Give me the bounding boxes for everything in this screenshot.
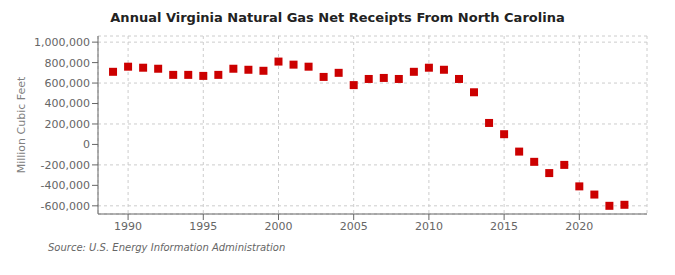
svg-text:2010: 2010 [415,220,443,233]
svg-text:-200,000: -200,000 [41,159,90,172]
svg-text:600,000: 600,000 [45,77,91,90]
svg-text:1,000,000: 1,000,000 [34,36,90,49]
svg-text:2020: 2020 [565,220,593,233]
svg-text:1990: 1990 [114,220,142,233]
svg-text:2000: 2000 [264,220,292,233]
svg-text:-600,000: -600,000 [41,200,90,213]
svg-text:200,000: 200,000 [45,118,91,131]
svg-text:400,000: 400,000 [45,97,91,110]
svg-text:-400,000: -400,000 [41,179,90,192]
html-text:Source: U.S. Energy Informatio: Source: U.S. Energy Information Administ… [48,242,286,253]
svg-text:2005: 2005 [340,220,368,233]
svg-text:1995: 1995 [189,220,217,233]
svg-text:Million Cubic Feet: Million Cubic Feet [15,76,28,173]
svg-text:800,000: 800,000 [45,57,91,70]
svg-text:2015: 2015 [490,220,518,233]
html-text:Annual Virginia Natural Gas Ne: Annual Virginia Natural Gas Net Receipts… [110,10,565,25]
svg-text:0: 0 [83,138,90,151]
